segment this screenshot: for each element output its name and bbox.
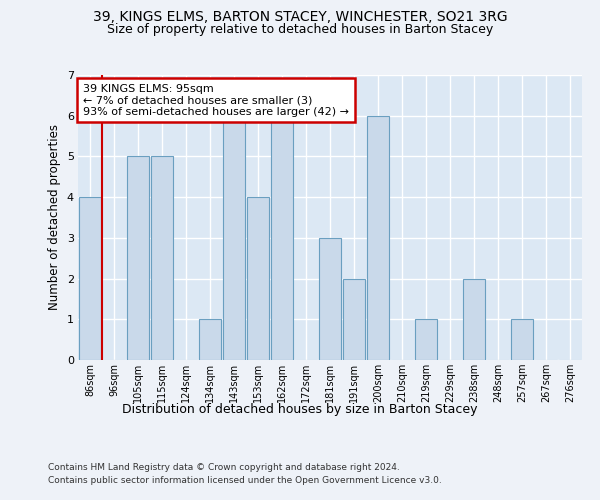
Bar xyxy=(223,116,245,360)
Bar xyxy=(247,197,269,360)
Text: 39 KINGS ELMS: 95sqm
← 7% of detached houses are smaller (3)
93% of semi-detache: 39 KINGS ELMS: 95sqm ← 7% of detached ho… xyxy=(83,84,349,116)
Bar xyxy=(367,116,389,360)
Y-axis label: Number of detached properties: Number of detached properties xyxy=(48,124,61,310)
Bar xyxy=(343,278,365,360)
Bar xyxy=(79,197,101,360)
Text: Distribution of detached houses by size in Barton Stacey: Distribution of detached houses by size … xyxy=(122,402,478,415)
Bar xyxy=(151,156,173,360)
Bar xyxy=(199,320,221,360)
Bar xyxy=(463,278,485,360)
Text: Size of property relative to detached houses in Barton Stacey: Size of property relative to detached ho… xyxy=(107,22,493,36)
Bar xyxy=(271,116,293,360)
Bar xyxy=(127,156,149,360)
Bar xyxy=(415,320,437,360)
Text: Contains HM Land Registry data © Crown copyright and database right 2024.: Contains HM Land Registry data © Crown c… xyxy=(48,462,400,471)
Text: 39, KINGS ELMS, BARTON STACEY, WINCHESTER, SO21 3RG: 39, KINGS ELMS, BARTON STACEY, WINCHESTE… xyxy=(92,10,508,24)
Text: Contains public sector information licensed under the Open Government Licence v3: Contains public sector information licen… xyxy=(48,476,442,485)
Bar xyxy=(511,320,533,360)
Bar xyxy=(319,238,341,360)
